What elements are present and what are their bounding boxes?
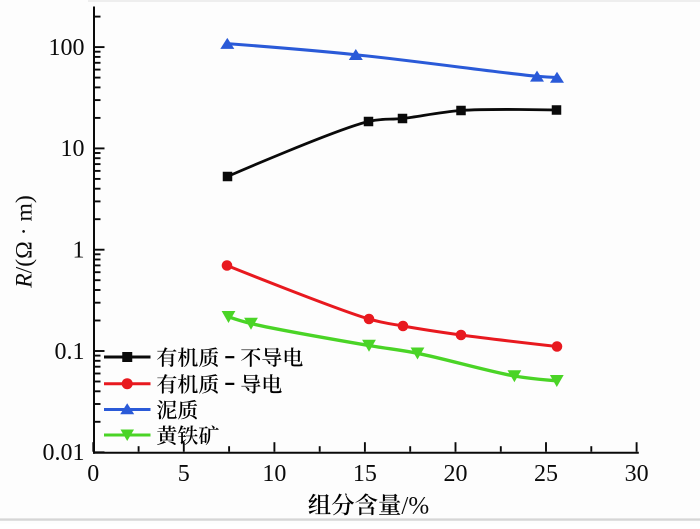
svg-text:0.1: 0.1: [55, 339, 85, 365]
svg-text:5: 5: [178, 461, 190, 487]
svg-text:15: 15: [353, 461, 377, 487]
svg-text:10: 10: [61, 136, 85, 162]
svg-text:100: 100: [49, 35, 85, 61]
svg-text:25: 25: [534, 461, 558, 487]
svg-text:0.01: 0.01: [43, 440, 85, 466]
svg-text:30: 30: [625, 461, 649, 487]
svg-text:1: 1: [73, 238, 85, 264]
svg-text:20: 20: [444, 461, 468, 487]
svg-text:/%: /%: [401, 492, 429, 519]
svg-text:10: 10: [262, 461, 286, 487]
svg-text:R/(Ω · m): R/(Ω · m): [12, 195, 38, 289]
svg-text:0: 0: [87, 461, 99, 487]
